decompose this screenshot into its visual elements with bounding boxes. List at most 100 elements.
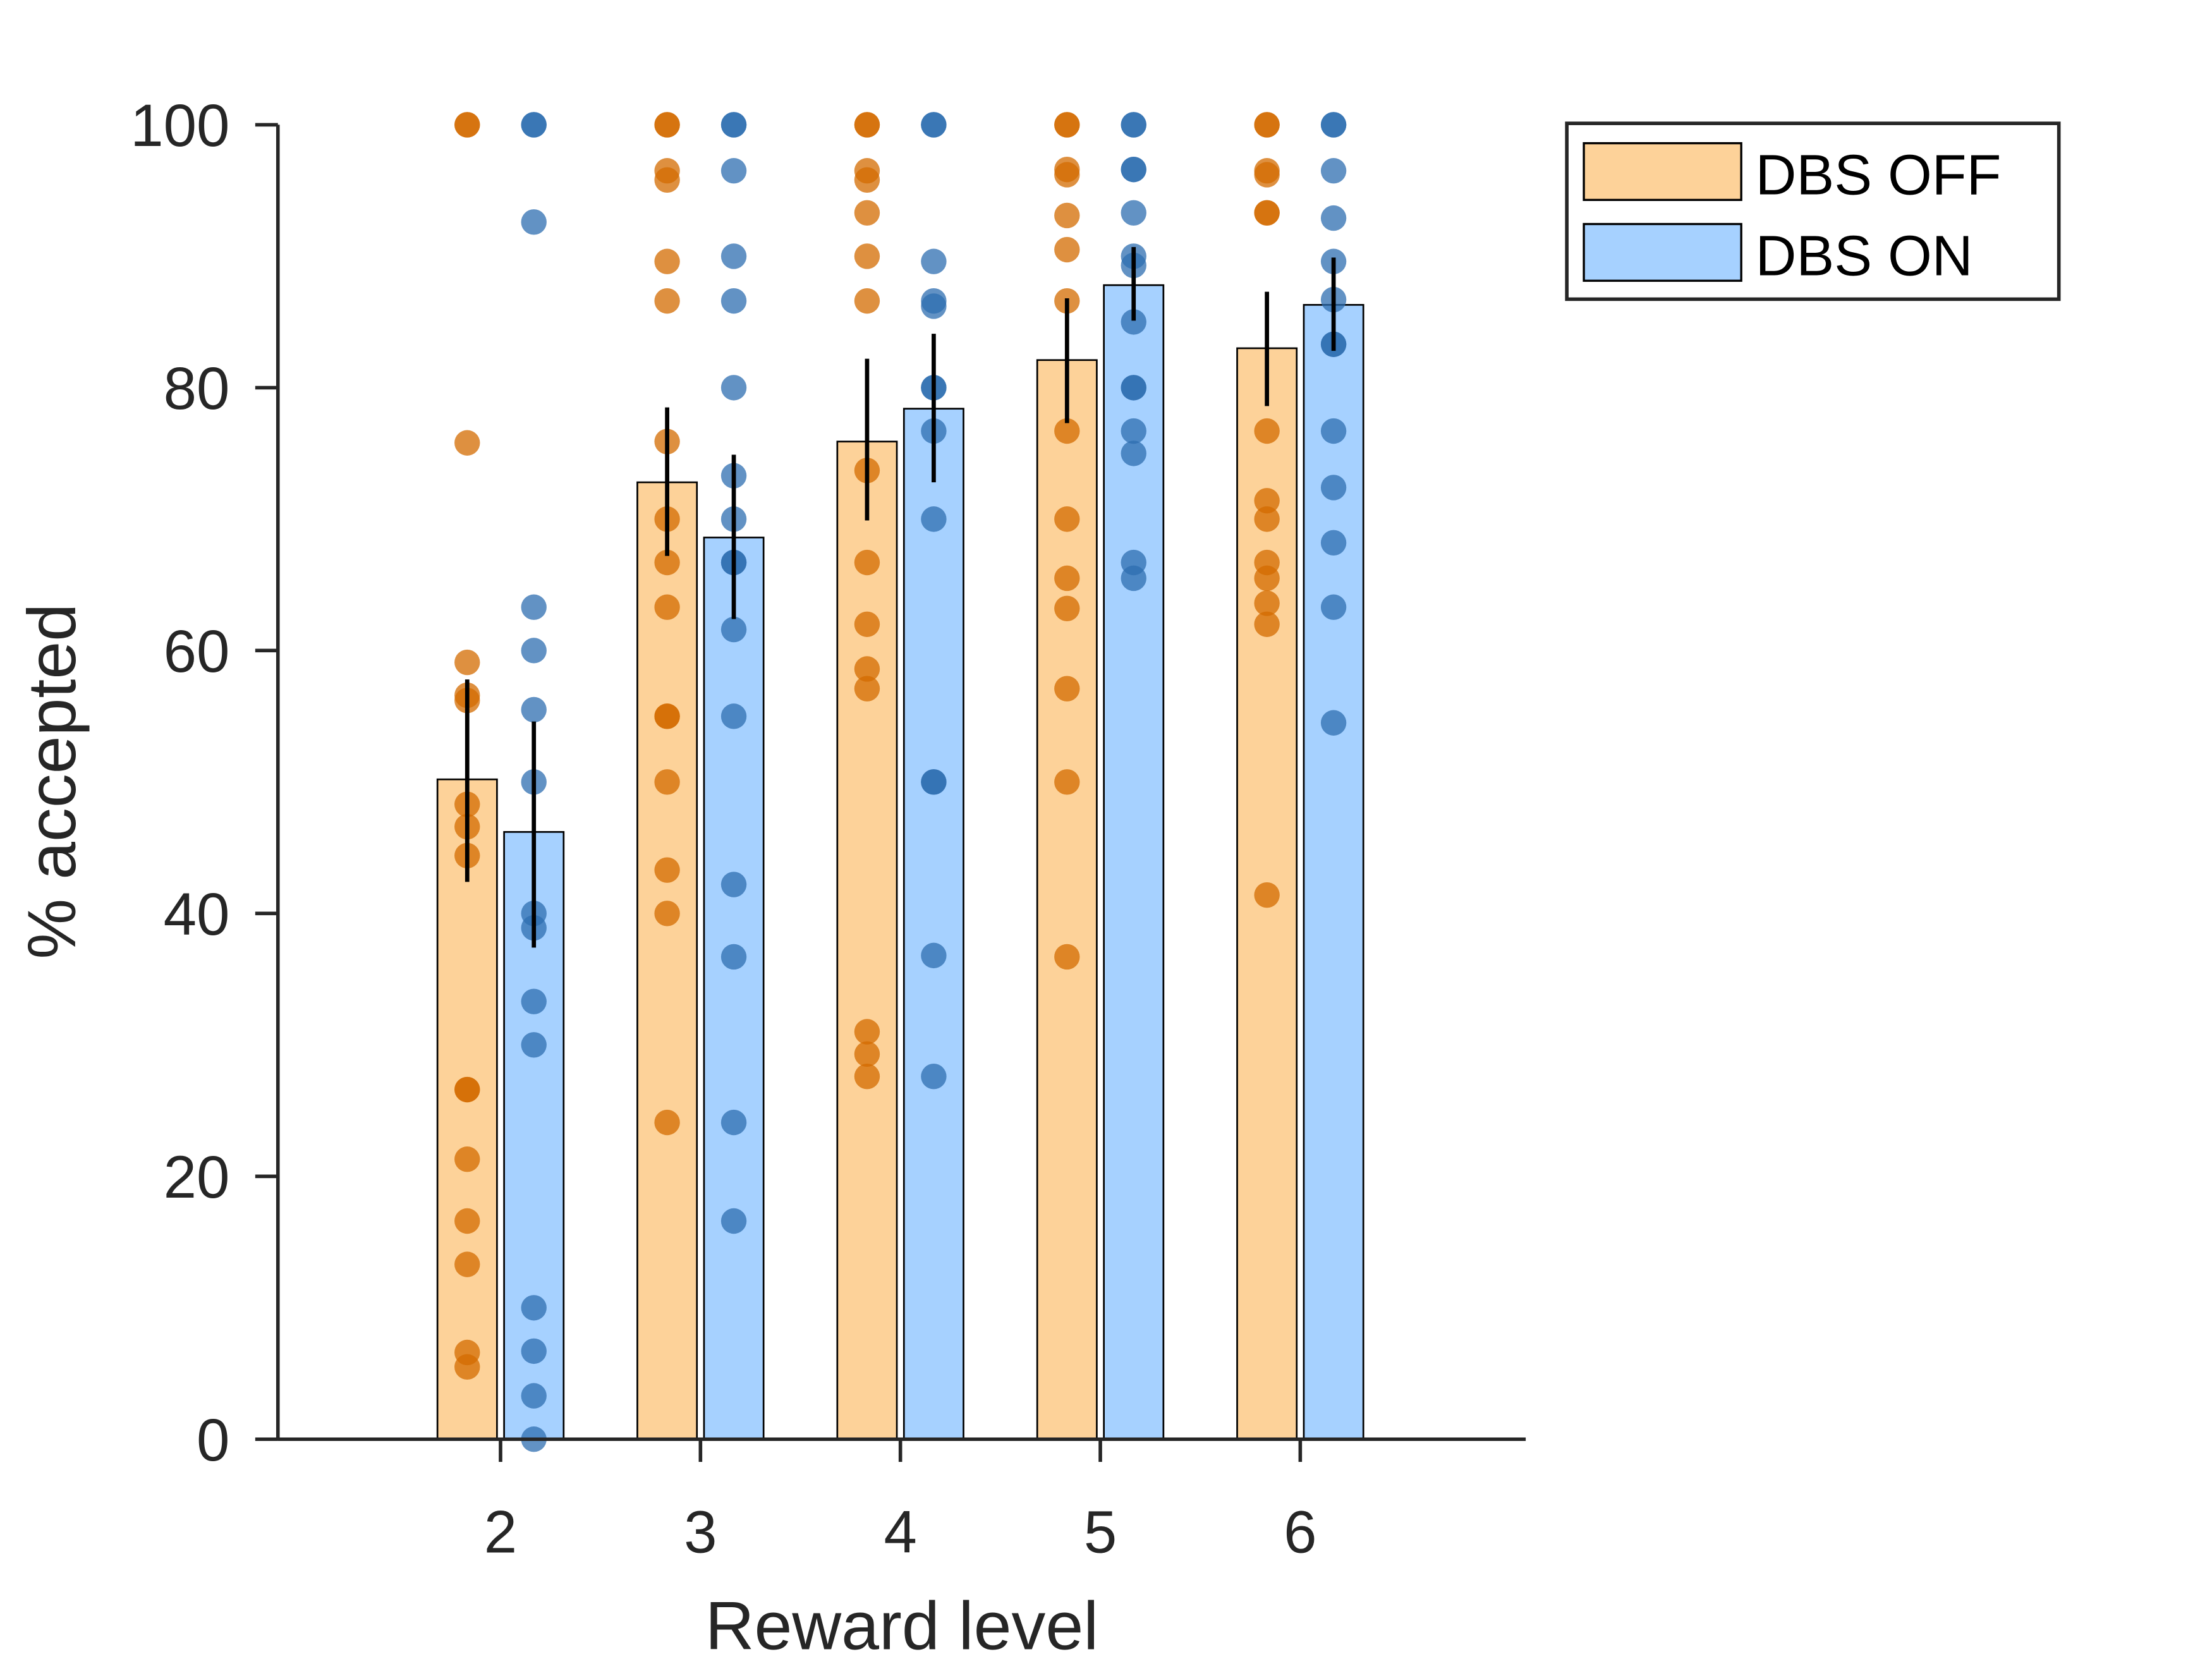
data-point-dbs-on-6 [1320, 710, 1347, 736]
data-point-dbs-off-4 [854, 167, 880, 193]
data-point-dbs-off-4 [854, 200, 880, 226]
data-point-dbs-off-6 [1254, 611, 1280, 637]
data-point-dbs-on-6 [1320, 475, 1347, 501]
data-point-dbs-off-5 [1054, 112, 1080, 138]
data-point-dbs-on-3 [720, 375, 747, 401]
data-point-dbs-on-2 [521, 209, 547, 235]
data-point-dbs-on-2 [521, 1383, 547, 1409]
data-point-dbs-on-4 [921, 769, 947, 795]
data-point-dbs-on-5 [1121, 418, 1146, 444]
data-point-dbs-on-2 [521, 988, 547, 1014]
data-point-dbs-on-2 [521, 1338, 547, 1364]
chart-marks [436, 112, 1364, 1452]
bar-dbs-off-3 [636, 481, 698, 1440]
data-point-dbs-off-4 [854, 1041, 880, 1067]
data-point-dbs-off-3 [654, 594, 680, 620]
y-tick-label: 60 [164, 618, 230, 684]
data-point-dbs-on-3 [720, 944, 747, 970]
data-point-dbs-off-4 [854, 676, 880, 702]
data-point-dbs-on-2 [521, 638, 547, 664]
data-point-dbs-off-4 [854, 1064, 880, 1090]
data-point-dbs-off-4 [854, 288, 880, 314]
data-point-dbs-on-5 [1121, 441, 1146, 466]
data-point-dbs-off-3 [654, 857, 680, 883]
y-tick-label: 80 [164, 355, 230, 422]
data-point-dbs-off-3 [654, 703, 680, 729]
data-point-dbs-on-3 [720, 616, 747, 643]
data-point-dbs-off-4 [854, 611, 880, 637]
data-point-dbs-off-6 [1254, 200, 1280, 226]
data-point-dbs-off-2 [454, 1251, 480, 1277]
data-point-dbs-off-5 [1054, 506, 1080, 532]
data-point-dbs-on-2 [521, 696, 547, 723]
data-point-dbs-on-5 [1121, 375, 1146, 401]
data-point-dbs-off-6 [1254, 162, 1280, 188]
data-point-dbs-off-6 [1254, 590, 1280, 616]
data-point-dbs-on-5 [1121, 200, 1146, 226]
bar-dbs-off-2 [436, 778, 498, 1440]
data-point-dbs-on-3 [720, 288, 747, 314]
data-point-dbs-on-4 [921, 942, 947, 969]
bar-dbs-off-4 [836, 441, 898, 1440]
data-point-dbs-on-6 [1320, 594, 1347, 620]
data-point-dbs-on-2 [521, 594, 547, 620]
data-point-dbs-on-3 [720, 703, 747, 729]
x-tick-label: 6 [1284, 1499, 1316, 1565]
data-point-dbs-off-4 [854, 243, 880, 269]
data-point-dbs-on-4 [921, 112, 947, 138]
data-point-dbs-on-6 [1320, 418, 1347, 444]
data-point-dbs-off-3 [654, 288, 680, 314]
data-point-dbs-on-3 [720, 158, 747, 184]
data-point-dbs-on-5 [1121, 309, 1146, 335]
data-point-dbs-off-5 [1054, 236, 1080, 263]
data-point-dbs-on-4 [921, 293, 947, 319]
data-point-dbs-on-4 [921, 248, 947, 274]
data-point-dbs-off-2 [454, 430, 480, 456]
data-point-dbs-on-3 [720, 1208, 747, 1234]
data-point-dbs-on-3 [720, 112, 747, 138]
data-point-dbs-off-5 [1054, 418, 1080, 444]
data-point-dbs-off-5 [1054, 202, 1080, 229]
data-point-dbs-off-6 [1254, 488, 1280, 514]
data-point-dbs-off-3 [654, 549, 680, 576]
data-point-dbs-on-6 [1320, 205, 1347, 231]
legend: DBS OFF DBS ON [1565, 121, 2061, 301]
data-point-dbs-off-4 [854, 549, 880, 576]
x-axis-label: Reward level [705, 1588, 1098, 1659]
data-point-dbs-on-4 [921, 1064, 947, 1090]
data-point-dbs-off-4 [854, 1019, 880, 1045]
y-axis-label: % accepted [14, 604, 90, 959]
data-point-dbs-off-6 [1254, 112, 1280, 138]
data-point-dbs-off-5 [1054, 162, 1080, 188]
y-tick-label: 0 [197, 1407, 229, 1473]
data-point-dbs-on-4 [921, 506, 947, 532]
data-point-dbs-off-3 [654, 248, 680, 274]
legend-swatch-dbs-on [1583, 222, 1742, 282]
data-point-dbs-on-5 [1121, 112, 1146, 138]
data-point-dbs-off-2 [454, 1354, 480, 1380]
data-point-dbs-off-3 [654, 112, 680, 138]
bar-dbs-on-4 [902, 408, 964, 1440]
data-point-dbs-off-6 [1254, 418, 1280, 444]
data-point-dbs-off-6 [1254, 506, 1280, 532]
data-point-dbs-off-5 [1054, 565, 1080, 592]
legend-swatch-dbs-off [1583, 142, 1742, 202]
ticks: 0 20 40 60 80 100 2 3 4 5 6 [130, 92, 1316, 1565]
legend-label-dbs-on: DBS ON [1756, 224, 1973, 288]
y-tick-label: 20 [164, 1144, 230, 1210]
data-point-dbs-off-4 [854, 656, 880, 682]
data-point-dbs-off-3 [654, 901, 680, 927]
data-point-dbs-off-2 [454, 1076, 480, 1103]
data-point-dbs-on-6 [1320, 158, 1347, 184]
data-point-dbs-off-5 [1054, 944, 1080, 970]
data-point-dbs-on-2 [521, 1032, 547, 1058]
data-point-dbs-off-2 [454, 1208, 480, 1234]
data-point-dbs-on-3 [720, 1109, 747, 1136]
y-tick-label: 40 [164, 881, 230, 947]
data-point-dbs-on-3 [720, 872, 747, 897]
data-point-dbs-on-6 [1320, 112, 1347, 138]
legend-label-dbs-off: DBS OFF [1756, 143, 2002, 207]
x-tick-label: 4 [884, 1499, 916, 1565]
x-tick-label: 3 [684, 1499, 717, 1565]
data-point-dbs-off-6 [1254, 565, 1280, 592]
